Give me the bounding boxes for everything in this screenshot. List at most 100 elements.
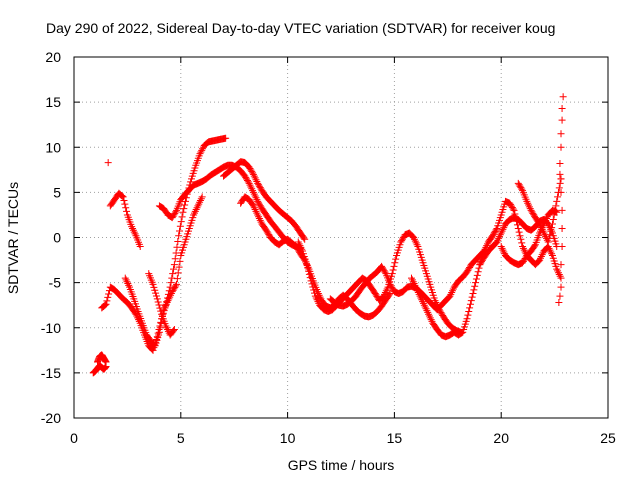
data-point	[251, 174, 259, 182]
data-point	[519, 243, 527, 251]
data-point	[413, 287, 421, 295]
data-point	[552, 202, 560, 210]
data-point	[425, 312, 433, 320]
data-point	[466, 300, 474, 308]
data-point	[548, 220, 556, 228]
data-point	[311, 292, 319, 300]
data-point	[247, 183, 255, 191]
data-point	[538, 251, 546, 259]
data-point	[559, 93, 567, 101]
data-point	[493, 238, 501, 246]
data-point	[553, 197, 561, 205]
data-point	[546, 246, 554, 254]
data-point	[507, 201, 515, 209]
data-point	[514, 179, 522, 187]
axis-ticks: 0 5 10 15 20 25 -20 -15 -10 -5 0 5 10 15 20	[41, 49, 616, 446]
data-point	[539, 227, 547, 235]
data-point	[153, 295, 161, 303]
data-point	[152, 292, 160, 300]
data-point	[120, 196, 128, 204]
data-point	[148, 345, 156, 353]
data-point	[154, 298, 162, 306]
data-point	[498, 227, 506, 235]
data-point	[122, 276, 130, 284]
data-point	[372, 291, 380, 299]
data-point	[551, 206, 559, 214]
data-point	[424, 308, 432, 316]
data-point	[470, 286, 478, 294]
data-point	[156, 304, 164, 312]
data-point	[253, 196, 261, 204]
data-point	[255, 181, 263, 189]
data-point	[170, 327, 178, 335]
data-point	[129, 224, 137, 232]
data-point	[311, 289, 319, 297]
data-point	[465, 265, 473, 273]
data-point	[171, 255, 179, 263]
data-point	[124, 280, 132, 288]
data-point	[484, 240, 492, 248]
data-point	[557, 283, 565, 291]
data-point	[464, 311, 472, 319]
data-point	[167, 291, 175, 299]
data-point	[548, 224, 556, 232]
data-point	[491, 240, 499, 248]
data-point	[197, 148, 205, 156]
data-point	[241, 172, 249, 180]
data-point	[262, 226, 270, 234]
data-point	[410, 234, 418, 241]
data-point	[251, 192, 259, 200]
data-point	[477, 259, 485, 267]
data-point	[497, 243, 505, 251]
data-point	[300, 234, 308, 242]
data-point	[408, 232, 416, 240]
data-point	[391, 259, 399, 267]
data-point	[176, 222, 184, 230]
x-tick-label: 5	[177, 430, 185, 446]
data-point	[295, 240, 303, 248]
data-point	[123, 278, 131, 286]
data-point	[540, 229, 548, 237]
data-point	[121, 200, 129, 208]
data-point	[543, 236, 551, 244]
data-point	[427, 316, 435, 324]
data-point	[558, 243, 566, 251]
y-tick-label: -20	[41, 410, 61, 426]
data-point	[419, 298, 427, 306]
y-tick-label: 10	[45, 139, 61, 155]
data-point	[446, 292, 454, 300]
data-point	[163, 324, 171, 332]
data-point	[558, 224, 566, 232]
data-point	[252, 194, 260, 202]
data-point	[556, 292, 564, 300]
data-point	[166, 293, 174, 301]
data-point	[478, 258, 486, 266]
data-point	[447, 290, 455, 298]
y-tick-label: -15	[41, 365, 61, 381]
data-point	[425, 310, 433, 318]
data-point	[168, 274, 176, 282]
data-point	[301, 235, 309, 243]
data-point	[490, 229, 498, 237]
data-point	[544, 238, 552, 246]
data-point	[256, 202, 264, 210]
data-point	[520, 246, 528, 254]
data-point	[136, 243, 144, 251]
data-point	[173, 243, 181, 251]
data-point	[165, 295, 173, 303]
data-point	[379, 265, 387, 273]
data-point	[314, 288, 322, 296]
data-point	[310, 286, 318, 294]
data-point	[161, 302, 169, 310]
data-point	[105, 290, 113, 298]
y-tick-label: 0	[53, 230, 61, 246]
data-point	[529, 209, 537, 217]
data-point	[296, 242, 304, 250]
data-point	[397, 238, 405, 246]
data-point	[171, 209, 179, 217]
data-point	[538, 225, 546, 233]
data-point	[518, 239, 526, 247]
data-point	[463, 315, 471, 323]
data-point	[557, 130, 565, 138]
data-point	[553, 265, 561, 273]
